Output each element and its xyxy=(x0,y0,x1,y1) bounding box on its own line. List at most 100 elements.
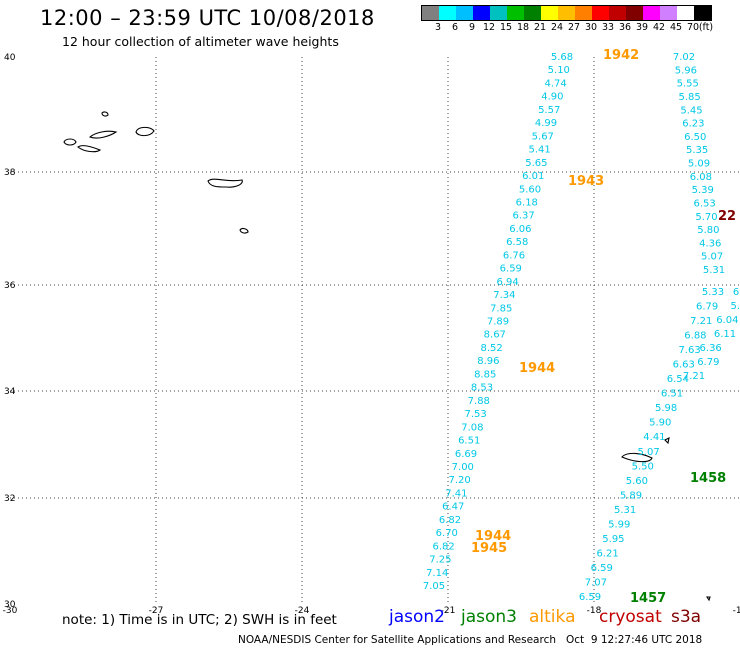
swh-value: 5.07 xyxy=(701,252,723,263)
swh-value: 5.90 xyxy=(649,418,671,429)
swh-value: 5.60 xyxy=(626,476,648,487)
swh-value: 5.10 xyxy=(548,65,570,76)
legend-label: 39 xyxy=(635,22,649,33)
lat-lon-grid: 40 38 36 34 32 30-30 -27 -24 -21 -18 -15 xyxy=(3,53,740,616)
track-b: 7.02 5.96 5.55 5.85 5.45 6.23 6.50 5.35 5.09 6.08… xyxy=(579,52,725,603)
swh-value: 6.37 xyxy=(512,211,534,222)
swh-value: 8.96 xyxy=(477,356,499,367)
legend-swatch xyxy=(558,6,575,20)
islet-selvagens xyxy=(705,596,711,602)
legend-label: 6 xyxy=(451,22,459,33)
legend-swatch xyxy=(694,6,711,20)
swh-value: 6.06 xyxy=(509,224,531,235)
pass-time-label: 1457 xyxy=(630,591,666,606)
legend-label: (ft) xyxy=(698,22,714,33)
track-c: 6.60 5.63 6.04 6.11 6.36 6.79 7.21 xyxy=(683,287,740,382)
legend-label: 30 xyxy=(584,22,598,33)
swh-value: 6.59 xyxy=(591,563,613,574)
legend-swatch xyxy=(592,6,609,20)
pass-time-label: 1943 xyxy=(568,174,604,189)
island-azores-west-2 xyxy=(77,145,102,153)
swh-value: 6.50 xyxy=(684,132,706,143)
swh-value: 7.53 xyxy=(464,409,486,420)
legend-swatch xyxy=(490,6,507,20)
legend-label: 42 xyxy=(652,22,666,33)
swh-value: 7.00 xyxy=(452,462,474,473)
satellite-legend-altika: altika xyxy=(529,607,576,627)
swh-value: 7.34 xyxy=(493,290,515,301)
swh-value: 6.54 xyxy=(667,374,689,385)
island-azores-central-1 xyxy=(88,130,118,139)
legend-swatch xyxy=(575,6,592,20)
swh-value: 6.08 xyxy=(690,172,712,183)
legend-swatch xyxy=(422,6,439,20)
lon-tick-label: -15 xyxy=(733,606,740,616)
pass-time-label: 1945 xyxy=(471,541,507,556)
island-madeira xyxy=(621,452,653,463)
swh-value: 4.90 xyxy=(541,92,563,103)
swh-value: 5.31 xyxy=(703,265,725,276)
footer-note: note: 1) Time is in UTC; 2) SWH is in fe… xyxy=(62,612,337,628)
swh-value: 6.79 xyxy=(697,357,719,368)
island-sao-miguel xyxy=(207,178,243,188)
swh-value: 6.11 xyxy=(714,329,736,340)
legend-label: 27 xyxy=(567,22,581,33)
swh-value: 5.60 xyxy=(519,184,541,195)
legend-swatch xyxy=(541,6,558,20)
map-title: 12:00 – 23:59 UTC 10/08/2018 xyxy=(40,6,375,30)
swh-value: 8.85 xyxy=(474,369,496,380)
swh-value: 7.08 xyxy=(461,422,483,433)
island-azores-central-3 xyxy=(135,126,155,137)
lat-tick-label: 34 xyxy=(4,387,16,397)
swh-value: 6.01 xyxy=(522,171,544,182)
swh-value: 4.99 xyxy=(535,118,557,129)
lon-tick-label: -24 xyxy=(295,606,310,616)
pass-time-label: 22 xyxy=(718,209,736,224)
swh-value: 5.67 xyxy=(532,131,554,142)
legend-swatch xyxy=(626,6,643,20)
legend-label: 12 xyxy=(482,22,496,33)
swh-value: 7.21 xyxy=(690,316,712,327)
legend-swatch xyxy=(456,6,473,20)
swh-value: 5.95 xyxy=(602,534,624,545)
lon-tick-label: -27 xyxy=(149,606,164,616)
legend-label: 70 xyxy=(686,22,700,33)
map-subtitle: 12 hour collection of altimeter wave hei… xyxy=(62,34,339,49)
swh-value: 5.33 xyxy=(702,287,724,298)
swh-value: 5.65 xyxy=(525,158,547,169)
swh-value: 6.79 xyxy=(696,302,718,313)
swh-value: 6.88 xyxy=(684,331,706,342)
legend-label: 24 xyxy=(550,22,564,33)
swh-value: 7.14 xyxy=(426,568,448,579)
swh-value: 7.21 xyxy=(683,371,705,382)
swh-value: 6.59 xyxy=(500,264,522,275)
swh-value: 6.59 xyxy=(579,592,601,603)
legend-swatch xyxy=(609,6,626,20)
swh-value: 5.09 xyxy=(688,159,710,170)
legend-label: 9 xyxy=(468,22,476,33)
lat-tick-label: 32 xyxy=(4,494,15,504)
swh-value: 6.23 xyxy=(682,119,704,130)
legend-swatch xyxy=(439,6,456,20)
swh-value: 6.51 xyxy=(458,436,480,447)
legend-swatch xyxy=(507,6,524,20)
swh-value: 6.18 xyxy=(516,197,538,208)
swh-value: 7.41 xyxy=(445,488,467,499)
legend-swatch xyxy=(660,6,677,20)
legend-swatch xyxy=(677,6,694,20)
swh-value: 5.98 xyxy=(655,403,677,414)
color-legend-labels: 3 6 9 12 15 18 21 24 27 30 33 36 39 42 45 70 (ft) xyxy=(421,22,740,34)
island-azores-west-1 xyxy=(63,138,77,146)
satellite-legend-jason3: jason3 xyxy=(461,607,517,627)
swh-value: 5.85 xyxy=(678,92,700,103)
swh-value: 6.21 xyxy=(596,548,618,559)
swh-value: 6.60 xyxy=(733,287,740,298)
swh-value: 4.36 xyxy=(699,238,721,249)
swh-value: 6.63 xyxy=(673,360,695,371)
island-santa-maria xyxy=(239,227,249,234)
swh-value: 5.45 xyxy=(680,105,702,116)
swh-value: 5.99 xyxy=(608,519,630,530)
satellite-legend-s3a: s3a xyxy=(671,607,702,627)
